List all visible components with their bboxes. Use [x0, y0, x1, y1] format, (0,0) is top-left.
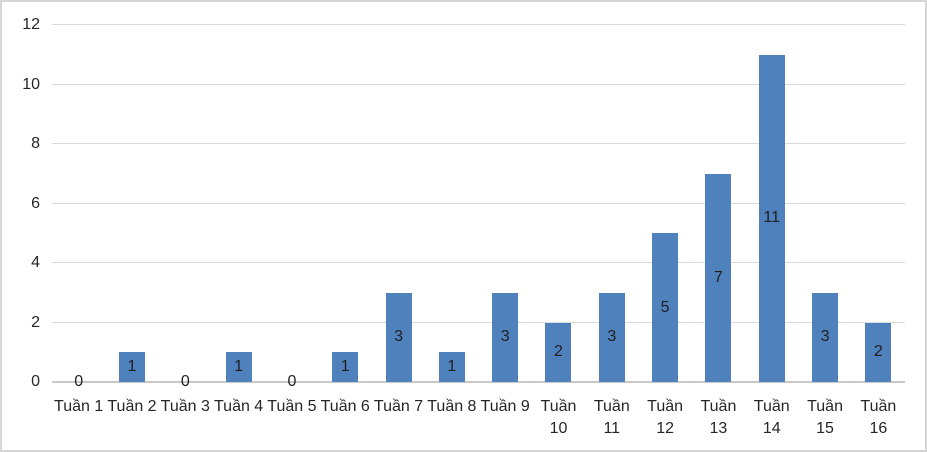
data-label-zero: 0 — [74, 373, 84, 390]
x-tick-label-13: Tuần 13 — [700, 398, 737, 437]
category-cell-2: 1 — [105, 25, 158, 382]
data-label: 1 — [447, 358, 457, 376]
bar-Tuần 2: 1 — [118, 352, 145, 382]
x-tick-label-7: Tuần 7 — [373, 398, 424, 415]
category-cell-4: 1 — [212, 25, 265, 382]
data-label: 3 — [500, 328, 510, 346]
y-tick-label-4: 4 — [31, 254, 40, 271]
category-cell-15: 3 — [798, 25, 851, 382]
x-tick-label-5: Tuần 5 — [267, 398, 317, 415]
gridline-y2 — [52, 321, 905, 323]
x-tick-label-6: Tuần 6 — [320, 398, 370, 415]
data-label-zero: 0 — [287, 373, 297, 390]
gridline-y10 — [52, 83, 905, 85]
category-cell-1: 0 — [52, 25, 105, 390]
category-cell-6: 1 — [319, 25, 372, 382]
bar-Tuần 10: 2 — [545, 322, 572, 382]
data-label: 1 — [127, 358, 137, 376]
x-tick-label-1: Tuần 1 — [54, 398, 104, 415]
bar-Tuần 12: 5 — [652, 233, 679, 382]
category-cell-5: 0 — [265, 25, 318, 390]
x-tick-label-4: Tuần 4 — [213, 398, 264, 415]
y-tick-label-0: 0 — [31, 373, 40, 390]
category-cell-8: 1 — [425, 25, 478, 382]
bar-Tuần 7: 3 — [385, 292, 412, 382]
bar-Tuần 15: 3 — [812, 292, 839, 382]
category-cell-9: 3 — [479, 25, 532, 382]
x-tick-label-2: Tuần 2 — [107, 398, 157, 415]
bar-Tuần 16: 2 — [865, 322, 892, 382]
x-tick-label-3: Tuần 3 — [160, 398, 210, 415]
data-label: 5 — [660, 298, 670, 316]
x-tick-label-15: Tuần 15 — [807, 398, 843, 437]
bar-Tuần 11: 3 — [598, 292, 625, 382]
category-cell-11: 3 — [585, 25, 638, 382]
category-cell-14: 11 — [745, 25, 798, 382]
x-tick-label-9: Tuần 9 — [480, 398, 530, 415]
bar-series: 0 1 0 1 0 1 3 1 3 2 3 5 7 11 3 2 — [52, 25, 905, 390]
x-tick-label-12: Tuần 12 — [647, 398, 684, 437]
category-cell-13: 7 — [692, 25, 745, 382]
x-axis-line — [52, 381, 905, 383]
bar-Tuần 8: 1 — [438, 352, 465, 382]
bar-Tuần 13: 7 — [705, 173, 732, 382]
x-tick-label-11: Tuần 11 — [593, 398, 630, 437]
data-label: 3 — [394, 328, 403, 346]
category-cell-10: 2 — [532, 25, 585, 382]
gridline-y6 — [52, 202, 905, 204]
bar-Tuần 14: 11 — [758, 54, 785, 382]
y-tick-label-10: 10 — [22, 75, 40, 93]
category-cell-3: 0 — [159, 25, 212, 390]
x-tick-label-14: Tuần 14 — [753, 398, 790, 437]
data-label: 2 — [554, 343, 563, 361]
gridline-y8 — [52, 143, 905, 144]
y-axis: 0 2 4 6 8 10 12 — [2, 2, 40, 450]
bar-Tuần 4: 1 — [225, 352, 252, 382]
category-cell-16: 2 — [852, 25, 905, 382]
data-label: 11 — [763, 209, 781, 227]
x-tick-label-8: Tuần 8 — [427, 398, 477, 415]
data-label: 2 — [873, 343, 883, 361]
y-tick-label-2: 2 — [31, 313, 40, 331]
gridline-y12 — [52, 24, 905, 25]
category-cell-12: 5 — [638, 25, 691, 382]
data-label: 3 — [820, 328, 830, 346]
x-axis: Tuần 1 Tuần 2 Tuần 3 Tuần 4 Tuần 5 Tuần 6 Tuần… — [52, 396, 905, 440]
data-label: 1 — [234, 358, 244, 376]
data-label: 7 — [713, 268, 723, 286]
bar-Tuần 9: 3 — [492, 292, 519, 382]
data-label: 3 — [607, 328, 617, 346]
x-tick-label-16: Tuần 16 — [860, 398, 897, 437]
data-label-zero: 0 — [180, 373, 190, 390]
x-tick-label-10: Tuần 10 — [540, 398, 577, 437]
gridline-y4 — [52, 262, 905, 263]
y-tick-label-12: 12 — [22, 16, 40, 33]
bar-Tuần 6: 1 — [332, 352, 359, 382]
y-tick-label-8: 8 — [31, 135, 40, 152]
y-tick-label-6: 6 — [31, 194, 40, 212]
data-label: 1 — [340, 358, 350, 376]
category-cell-7: 3 — [372, 25, 425, 382]
plot-area: 0 1 0 1 0 1 3 1 3 2 3 5 7 11 3 2 — [52, 24, 905, 390]
